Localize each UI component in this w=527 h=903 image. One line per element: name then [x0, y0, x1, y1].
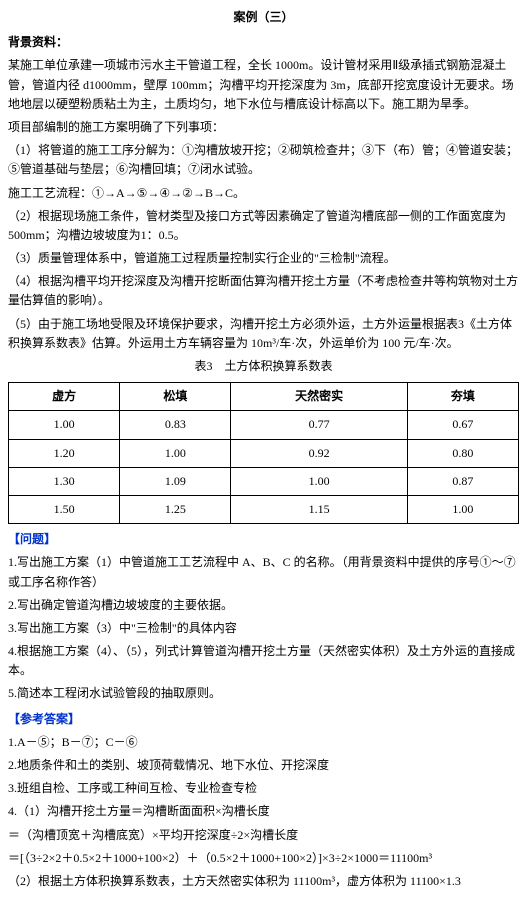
- background-item5: （5）由于施工场地受限及环境保护要求，沟槽开挖土方必须外运，土方外运量根据表3《…: [8, 315, 519, 353]
- questions-header: 【问题】: [8, 530, 519, 549]
- table-row: 1.00 0.83 0.77 0.67: [9, 411, 519, 439]
- background-para1: 某施工单位承建一项城市污水主干管道工程，全长 1000m。设计管材采用Ⅱ级承插式…: [8, 56, 519, 114]
- table-row: 1.30 1.09 1.00 0.87: [9, 467, 519, 495]
- answer-4-4: （2）根据土方体积换算系数表，土方天然密实体积为 11100m³，虚方体积为 1…: [8, 872, 519, 891]
- answer-4-3: ＝[（3÷2×2＋0.5×2＋1000+100×2）＋（0.5×2＋1000+1…: [8, 849, 519, 868]
- table-header-cell: 松填: [120, 383, 231, 411]
- coefficient-table: 虚方 松填 天然密实 夯填 1.00 0.83 0.77 0.67 1.20 1…: [8, 382, 519, 524]
- answers-header: 【参考答案】: [8, 710, 519, 729]
- table-cell: 0.92: [231, 439, 407, 467]
- background-item1: （1）将管道的施工工序分解为：①沟槽放坡开挖；②砌筑检查井；③下（布）管；④管道…: [8, 141, 519, 179]
- question-5: 5.简述本工程闭水试验管段的抽取原则。: [8, 684, 519, 703]
- table-row: 1.50 1.25 1.15 1.00: [9, 495, 519, 523]
- background-para2: 项目部编制的施工方案明确了下列事项：: [8, 118, 519, 137]
- table-cell: 1.20: [9, 439, 120, 467]
- table-cell: 0.80: [407, 439, 518, 467]
- table-cell: 1.00: [120, 439, 231, 467]
- answer-1: 1.A－⑤；B－⑦；C－⑥: [8, 733, 519, 752]
- table-cell: 1.15: [231, 495, 407, 523]
- case-title: 案例（三）: [8, 8, 519, 27]
- background-flow: 施工工艺流程：①→A→⑤→④→②→B→C。: [8, 184, 519, 203]
- table-cell: 1.00: [9, 411, 120, 439]
- question-4: 4.根据施工方案（4）、（5），列式计算管道沟槽开挖土方量（天然密实体积）及土方…: [8, 642, 519, 680]
- table-cell: 0.77: [231, 411, 407, 439]
- table-cell: 1.09: [120, 467, 231, 495]
- background-item3: （3）质量管理体系中，管道施工过程质量控制实行企业的"三检制"流程。: [8, 249, 519, 268]
- table-cell: 1.30: [9, 467, 120, 495]
- table-cell: 0.87: [407, 467, 518, 495]
- background-header: 背景资料：: [8, 33, 519, 52]
- table-cell: 1.00: [407, 495, 518, 523]
- table-header-cell: 天然密实: [231, 383, 407, 411]
- table-cell: 0.67: [407, 411, 518, 439]
- table-caption: 表3 土方体积换算系数表: [8, 357, 519, 376]
- answer-2: 2.地质条件和土的类别、坡顶荷载情况、地下水位、开挖深度: [8, 756, 519, 775]
- table-cell: 1.00: [231, 467, 407, 495]
- question-3: 3.写出施工方案（3）中"三检制"的具体内容: [8, 619, 519, 638]
- question-1: 1.写出施工方案（1）中管道施工工艺流程中 A、B、C 的名称。（用背景资料中提…: [8, 553, 519, 591]
- answer-4-2: ＝（沟槽顶宽＋沟槽底宽）×平均开挖深度÷2×沟槽长度: [8, 826, 519, 845]
- question-2: 2.写出确定管道沟槽边坡坡度的主要依据。: [8, 596, 519, 615]
- table-cell: 1.50: [9, 495, 120, 523]
- table-header-cell: 虚方: [9, 383, 120, 411]
- table-cell: 1.25: [120, 495, 231, 523]
- answer-3: 3.班组自检、工序或工种间互检、专业检查专检: [8, 779, 519, 798]
- background-item2: （2）根据现场施工条件，管材类型及接口方式等因素确定了管道沟槽底部一侧的工作面宽…: [8, 207, 519, 245]
- table-header-cell: 夯填: [407, 383, 518, 411]
- table-row: 1.20 1.00 0.92 0.80: [9, 439, 519, 467]
- background-item4: （4）根据沟槽平均开挖深度及沟槽开挖断面估算沟槽开挖土方量（不考虑检查井等构筑物…: [8, 272, 519, 310]
- answer-4-1: 4.（1）沟槽开挖土方量＝沟槽断面面积×沟槽长度: [8, 802, 519, 821]
- table-cell: 0.83: [120, 411, 231, 439]
